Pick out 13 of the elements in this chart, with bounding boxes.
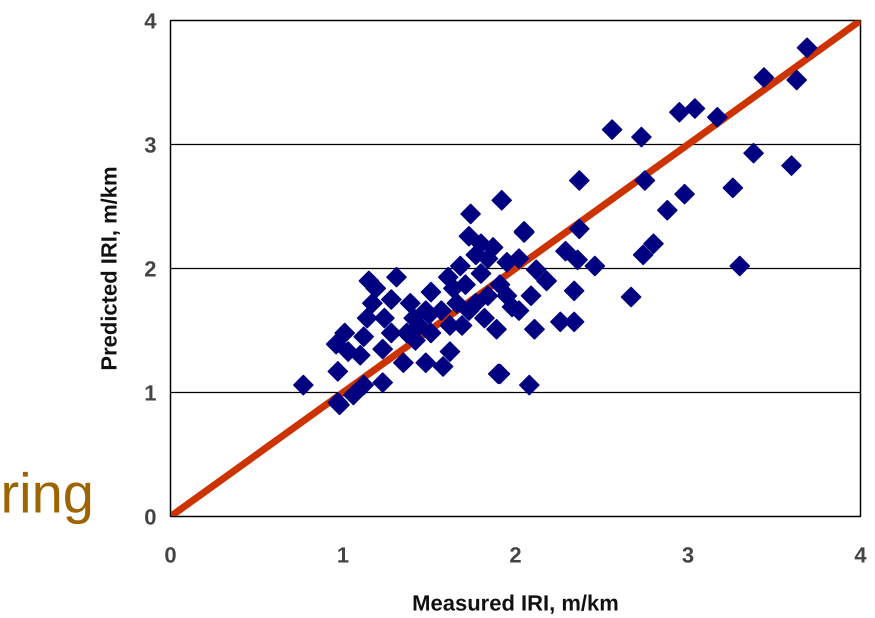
x-tick-label: 2 bbox=[509, 542, 522, 568]
x-tick-label: 3 bbox=[682, 542, 694, 568]
y-tick-label: 0 bbox=[144, 504, 157, 530]
y-axis-title: Predicted IRI, m/km bbox=[96, 166, 122, 371]
x-tick-label: 0 bbox=[164, 542, 177, 568]
y-tick-label: 3 bbox=[144, 132, 157, 158]
x-tick-label: 1 bbox=[336, 542, 350, 568]
y-tick-label: 4 bbox=[144, 8, 158, 34]
text: ring bbox=[0, 462, 94, 524]
x-axis-title: Measured IRI, m/km bbox=[412, 590, 619, 616]
y-tick-label: 2 bbox=[144, 256, 157, 282]
y-tick-label: 1 bbox=[144, 380, 157, 406]
x-tick-label: 4 bbox=[854, 542, 868, 568]
